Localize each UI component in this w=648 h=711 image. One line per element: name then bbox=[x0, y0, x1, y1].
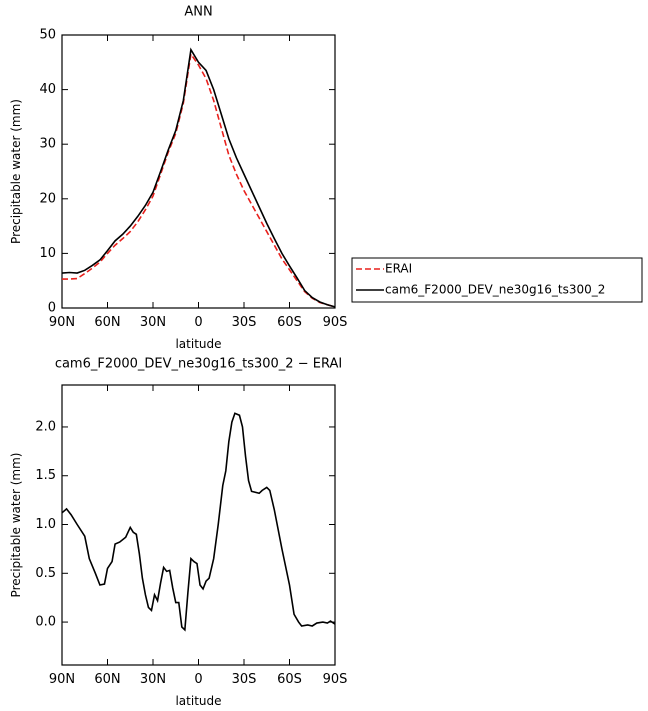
x-tick-label: 0 bbox=[194, 672, 202, 687]
x-tick-label: 60N bbox=[94, 315, 120, 330]
x-tick-label: 90S bbox=[323, 672, 348, 687]
y-axis-label: Precipitable water (mm) bbox=[9, 453, 23, 598]
plot-frame bbox=[61, 34, 336, 309]
y-tick-label: 0.5 bbox=[35, 566, 56, 581]
x-tick-label: 90S bbox=[323, 315, 348, 330]
y-tick-label: 40 bbox=[39, 82, 56, 97]
y-tick-label: 30 bbox=[39, 137, 56, 152]
series-line bbox=[61, 47, 336, 308]
y-tick-label: 50 bbox=[39, 28, 56, 43]
y-tick-label: 2.0 bbox=[35, 419, 56, 434]
x-tick-label: 90N bbox=[49, 672, 75, 687]
legend-label: cam6_F2000_DEV_ne30g16_ts300_2 bbox=[385, 283, 605, 297]
chart-title: ANN bbox=[184, 5, 212, 20]
y-tick-label: 1.0 bbox=[35, 517, 56, 532]
x-tick-label: 60S bbox=[277, 672, 302, 687]
y-axis-label: Precipitable water (mm) bbox=[9, 99, 23, 244]
y-tick-label: 10 bbox=[39, 246, 56, 261]
y-tick-label: 0.0 bbox=[35, 615, 56, 630]
x-axis-label: latitude bbox=[175, 337, 221, 351]
x-tick-label: 60N bbox=[94, 672, 120, 687]
x-tick-label: 30S bbox=[232, 315, 257, 330]
x-tick-label: 90N bbox=[49, 315, 75, 330]
series-line bbox=[62, 52, 336, 308]
x-axis-label: latitude bbox=[175, 694, 221, 708]
x-tick-label: 30N bbox=[140, 315, 166, 330]
legend-label: ERAI bbox=[385, 262, 412, 276]
difference-line bbox=[61, 412, 336, 632]
x-tick-label: 60S bbox=[277, 315, 302, 330]
legend-box bbox=[351, 257, 643, 303]
x-tick-label: 30S bbox=[232, 672, 257, 687]
x-tick-label: 30N bbox=[140, 672, 166, 687]
plot-frame bbox=[61, 384, 336, 666]
x-tick-label: 0 bbox=[194, 315, 202, 330]
y-tick-label: 1.5 bbox=[35, 468, 56, 483]
y-tick-label: 0 bbox=[48, 301, 56, 316]
y-tick-label: 20 bbox=[39, 191, 56, 206]
chart-title: cam6_F2000_DEV_ne30g16_ts300_2 − ERAI bbox=[55, 357, 342, 372]
